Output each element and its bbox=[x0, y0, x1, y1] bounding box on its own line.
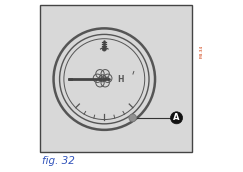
Text: P.B.34: P.B.34 bbox=[199, 45, 203, 58]
Circle shape bbox=[129, 114, 137, 122]
FancyBboxPatch shape bbox=[68, 78, 72, 80]
Text: H: H bbox=[117, 75, 124, 84]
FancyBboxPatch shape bbox=[40, 5, 192, 152]
Circle shape bbox=[171, 112, 182, 124]
Text: fig. 32: fig. 32 bbox=[42, 156, 74, 166]
Text: A: A bbox=[173, 113, 180, 122]
Circle shape bbox=[102, 47, 106, 51]
